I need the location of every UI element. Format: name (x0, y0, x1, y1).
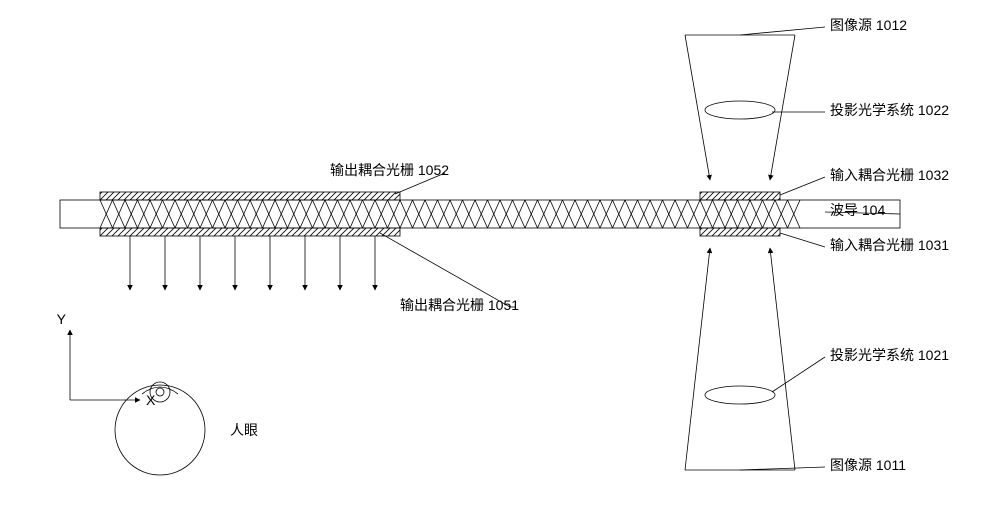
label-waveguide: 波导 104 (830, 202, 885, 218)
label-proj-top: 投影光学系统 1022 (830, 102, 949, 118)
label-img-src-bot: 图像源 1011 (830, 457, 906, 473)
svg-text:Y: Y (57, 311, 67, 327)
eye-pupil (156, 388, 164, 396)
label-out-grating-bot: 输出耦合光栅 1051 (400, 297, 519, 313)
label-out-grating-top: 输出耦合光栅 1052 (330, 162, 449, 178)
out-grating-top (100, 192, 400, 200)
projection-lens-bottom (705, 386, 775, 404)
label-in-grating-bot: 输入耦合光栅 1031 (830, 237, 949, 253)
eye-outline (115, 385, 205, 475)
label-img-src-top: 图像源 1012 (830, 17, 907, 33)
in-grating-bot (700, 228, 780, 236)
in-grating-top (700, 192, 780, 200)
diagram-canvas: XY人眼图像源 1012投影光学系统 1022输入耦合光栅 1032波导 104… (0, 0, 1000, 512)
projection-lens-top (705, 101, 775, 119)
label-in-grating-top: 输入耦合光栅 1032 (830, 167, 949, 183)
out-grating-bot (100, 228, 400, 236)
eye-label: 人眼 (230, 422, 258, 438)
label-proj-bot: 投影光学系统 1021 (830, 347, 949, 363)
